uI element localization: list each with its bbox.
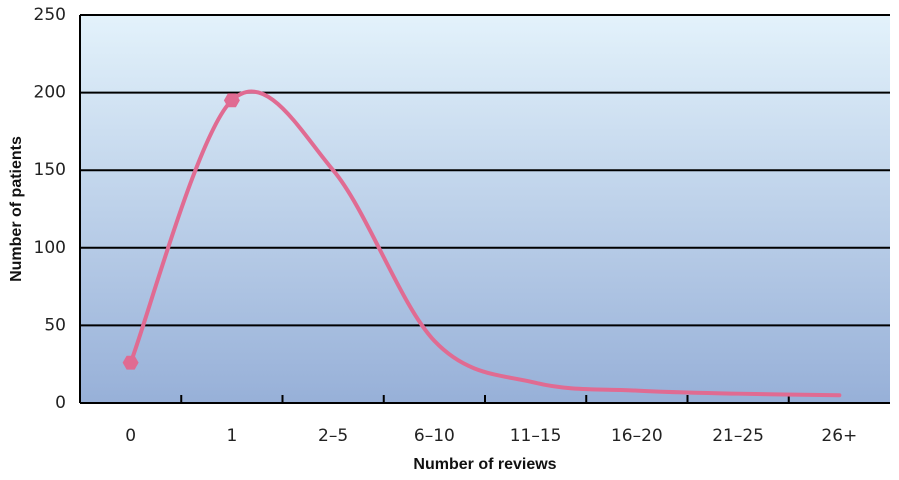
y-tick-label: 200 [34, 83, 66, 103]
x-tick-label: 2–5 [318, 426, 348, 446]
x-tick-label: 26+ [821, 426, 857, 446]
y-tick-label: 100 [34, 238, 66, 258]
y-axis-title: Number of patients [8, 136, 25, 282]
y-tick-label: 0 [55, 393, 66, 413]
x-tick-label: 11–15 [510, 426, 562, 446]
y-tick-label: 50 [44, 315, 66, 335]
marker [122, 355, 139, 370]
y-tick-label: 250 [34, 5, 66, 25]
marker [223, 93, 240, 108]
x-tick-label: 16–20 [611, 426, 663, 446]
x-tick-label: 1 [226, 426, 237, 446]
plot-area [80, 15, 890, 403]
x-tick-label: 6–10 [414, 426, 455, 446]
x-axis-title: Number of reviews [413, 456, 556, 473]
x-tick-label: 21–25 [712, 426, 764, 446]
y-tick-label: 150 [34, 160, 66, 180]
x-tick-label: 0 [125, 426, 136, 446]
